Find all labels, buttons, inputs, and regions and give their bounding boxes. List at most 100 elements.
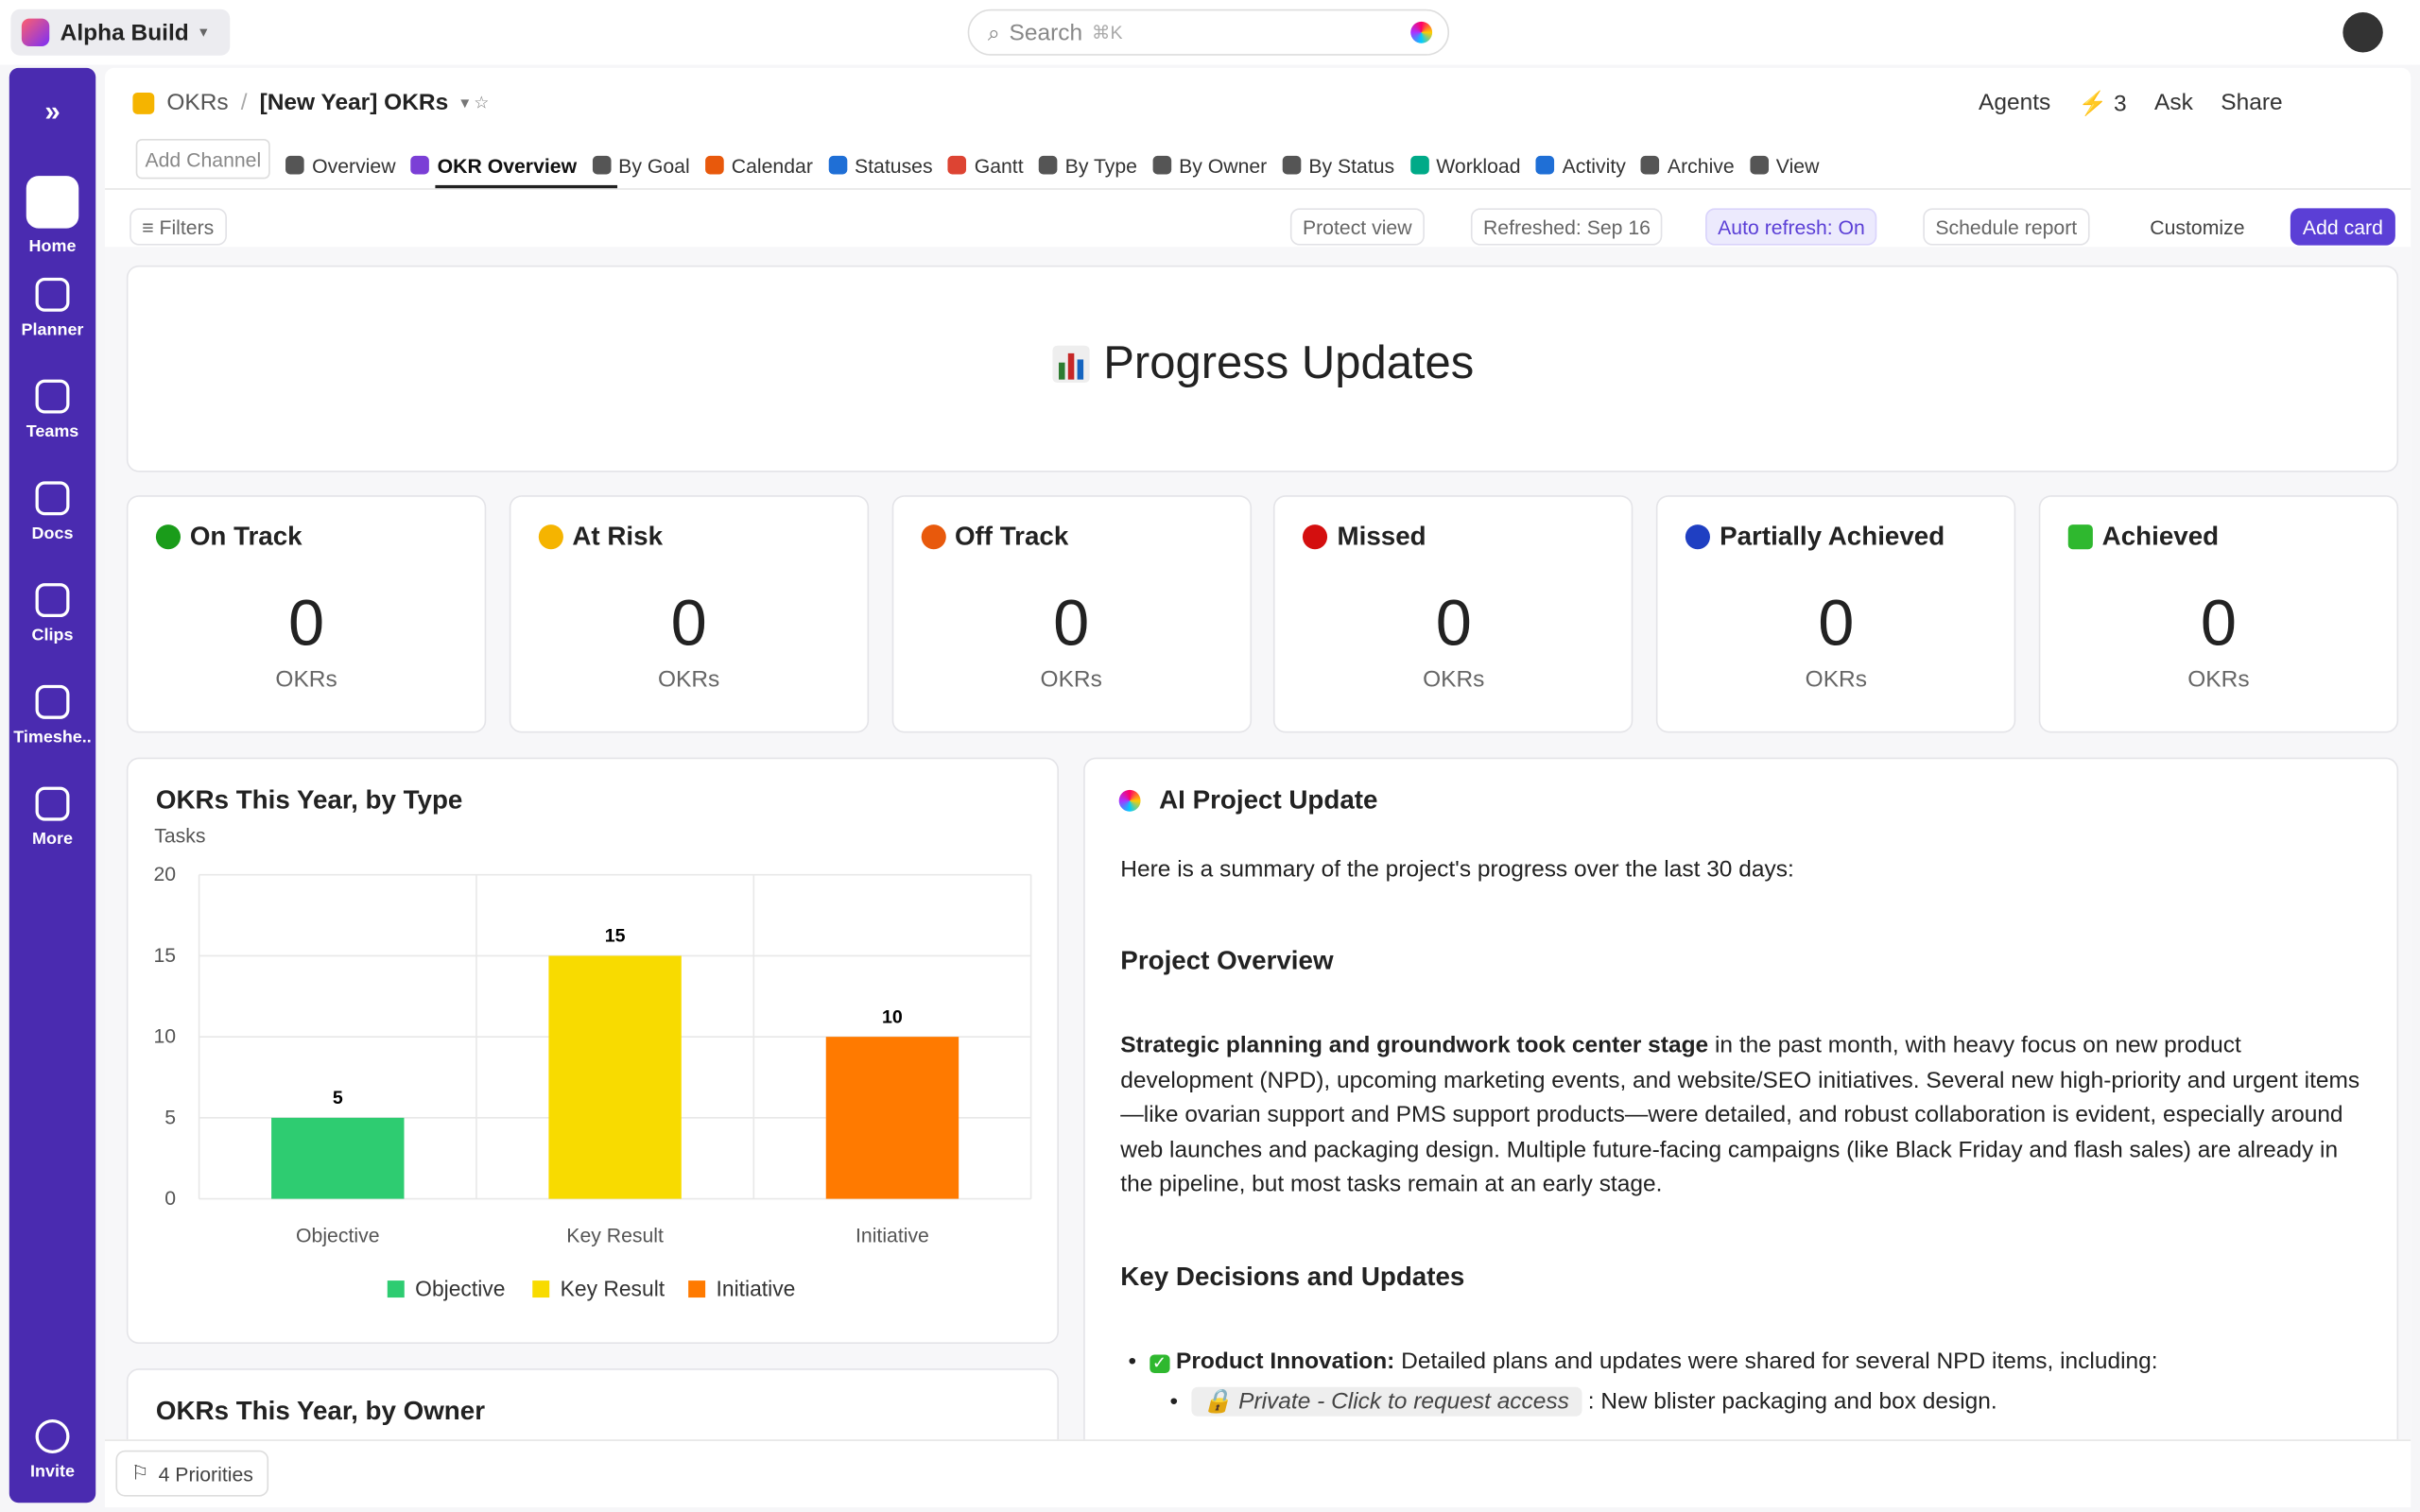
sidebar-item[interactable]: Docs bbox=[9, 481, 95, 543]
tab[interactable]: View bbox=[1750, 142, 1819, 188]
sidebar-icon bbox=[35, 684, 70, 719]
status-unit: OKRs bbox=[657, 666, 720, 694]
legend-swatch bbox=[688, 1280, 706, 1298]
status-card: Off Track 0 OKRs bbox=[891, 495, 1252, 733]
status-card: Achieved 0 OKRs bbox=[2038, 495, 2399, 733]
bold-lead: Product Innovation: bbox=[1176, 1348, 1395, 1375]
section-heading: Project Overview bbox=[1120, 945, 1334, 975]
ask-button[interactable]: Ask bbox=[2154, 89, 2193, 116]
tab-label: View bbox=[1775, 153, 1820, 177]
y-tick-label: 10 bbox=[154, 1026, 177, 1048]
button-label: Schedule report bbox=[1935, 215, 2078, 239]
sidebar-label: Planner bbox=[21, 320, 84, 340]
workspace-switcher[interactable]: Alpha Build ▾ bbox=[10, 9, 231, 56]
status-unit: OKRs bbox=[275, 666, 337, 694]
y-tick-label: 15 bbox=[154, 945, 177, 967]
toolbar-button[interactable]: Protect view bbox=[1289, 208, 1425, 246]
sidebar-icon bbox=[35, 786, 70, 821]
chart: 0 5 10 15 20 Objective 5 Key Result 15 Initiative… bbox=[154, 864, 1032, 1300]
filters-button[interactable]: ≡ Filters bbox=[130, 208, 227, 246]
tab[interactable]: Workload bbox=[1409, 142, 1521, 188]
bullet-text: Detailed plans and updates were shared f… bbox=[1394, 1348, 2158, 1375]
title-card: Progress Updates bbox=[126, 265, 2399, 472]
status-icon bbox=[1303, 524, 1328, 550]
status-card: Missed 0 OKRs bbox=[1273, 495, 1634, 733]
status-count: 0 bbox=[1435, 586, 1472, 660]
bar bbox=[825, 1037, 959, 1199]
y-tick-label: 20 bbox=[154, 864, 177, 885]
tab[interactable]: Statuses bbox=[828, 142, 933, 188]
status-count: 0 bbox=[1053, 586, 1090, 660]
search-box[interactable]: ⌕ Search ⌘K bbox=[967, 9, 1450, 56]
tab[interactable]: Gantt bbox=[947, 142, 1024, 188]
tab[interactable]: Archive bbox=[1641, 142, 1735, 188]
status-icon bbox=[921, 524, 946, 550]
add-card-button[interactable]: Add card bbox=[2290, 208, 2395, 246]
toolbar-button[interactable]: Auto refresh: On bbox=[1705, 208, 1877, 246]
button-label: Protect view bbox=[1302, 215, 1412, 239]
sidebar-item[interactable]: Planner bbox=[9, 277, 95, 340]
status-icon bbox=[1685, 524, 1711, 550]
ai-title: AI Project Update bbox=[1159, 785, 1378, 816]
breadcrumb-item[interactable]: [New Year] OKRs bbox=[259, 89, 449, 116]
legend-swatch bbox=[387, 1280, 405, 1298]
x-tick-label: Initiative bbox=[856, 1225, 929, 1246]
tab[interactable]: Calendar bbox=[705, 142, 813, 188]
private-link[interactable]: 🔒 Private - Click to request access bbox=[1190, 1386, 1582, 1417]
share-button[interactable]: Share bbox=[2221, 89, 2283, 116]
tab-label: By Type bbox=[1064, 153, 1137, 177]
bar bbox=[271, 1117, 405, 1199]
card-title: OKRs This Year, by Owner bbox=[155, 1396, 486, 1426]
link-text: Private - Click to request access bbox=[1238, 1388, 1569, 1416]
status-card: At Risk 0 OKRs bbox=[509, 495, 869, 733]
legend-swatch bbox=[532, 1280, 550, 1298]
tab-label: OKR Overview bbox=[437, 153, 578, 177]
sub-text: : New blister packaging and box design. bbox=[1587, 1388, 1997, 1416]
sidebar-label: Clips bbox=[31, 626, 74, 645]
tab[interactable]: Overview bbox=[285, 142, 396, 188]
tab[interactable]: By Status bbox=[1282, 142, 1394, 188]
tab[interactable]: Add Channel bbox=[135, 138, 270, 180]
status-label: At Risk bbox=[572, 521, 664, 551]
sidebar-item[interactable]: Teams bbox=[9, 379, 95, 441]
status-label: Missed bbox=[1337, 521, 1426, 551]
ai-intro: Here is a summary of the project's progr… bbox=[1120, 856, 1794, 883]
bullet: • ✓ Product Innovation: Detailed plans a… bbox=[1128, 1348, 2158, 1375]
toolbar-button[interactable]: Refreshed: Sep 16 bbox=[1470, 208, 1664, 246]
tab[interactable]: Activity bbox=[1535, 142, 1626, 188]
status-unit: OKRs bbox=[1805, 666, 1867, 694]
ai-update-card: AI Project Update Here is a summary of t… bbox=[1083, 757, 2399, 1470]
x-tick-label: Objective bbox=[296, 1225, 379, 1246]
y-axis-label: Tasks bbox=[154, 823, 206, 848]
toolbar-button[interactable]: Customize bbox=[2139, 208, 2256, 245]
sidebar-item[interactable]: Home bbox=[9, 176, 95, 256]
breadcrumb-item[interactable]: OKRs bbox=[166, 89, 229, 116]
status-count: 0 bbox=[288, 586, 325, 660]
sidebar-item[interactable]: Timeshe.. bbox=[9, 684, 95, 747]
breadcrumb: OKRs / [New Year] OKRs ▾ ☆ bbox=[132, 89, 489, 116]
sidebar-item[interactable]: More bbox=[9, 786, 95, 849]
sidebar-item[interactable]: Clips bbox=[9, 583, 95, 644]
tab[interactable]: OKR Overview bbox=[410, 142, 578, 188]
automation-count[interactable]: ⚡ 3 bbox=[2078, 91, 2127, 118]
sidebar-label: Timeshe.. bbox=[13, 728, 92, 747]
avatar[interactable] bbox=[2342, 12, 2383, 53]
toolbar-button[interactable]: Schedule report bbox=[1923, 208, 2090, 246]
tabs: Add Channel Overview OKR Overview By Goal Ca… bbox=[135, 138, 1819, 188]
status-label: On Track bbox=[189, 521, 302, 551]
tab[interactable]: By Owner bbox=[1152, 142, 1267, 188]
tab[interactable]: By Type bbox=[1038, 142, 1137, 188]
tab-label: Overview bbox=[312, 153, 396, 177]
chart-emoji bbox=[1052, 345, 1090, 383]
sidebar-label: More bbox=[32, 830, 73, 849]
button-label: 4 Priorities bbox=[158, 1461, 253, 1486]
status-count: 0 bbox=[670, 586, 707, 660]
tab[interactable]: By Goal bbox=[592, 142, 690, 188]
bar bbox=[548, 955, 682, 1199]
sidebar-item[interactable]: Invite bbox=[9, 1419, 95, 1481]
priorities-button[interactable]: ⚐ 4 Priorities bbox=[115, 1450, 269, 1497]
status-label: Off Track bbox=[954, 521, 1069, 551]
agents-button[interactable]: Agents bbox=[1979, 89, 2051, 116]
